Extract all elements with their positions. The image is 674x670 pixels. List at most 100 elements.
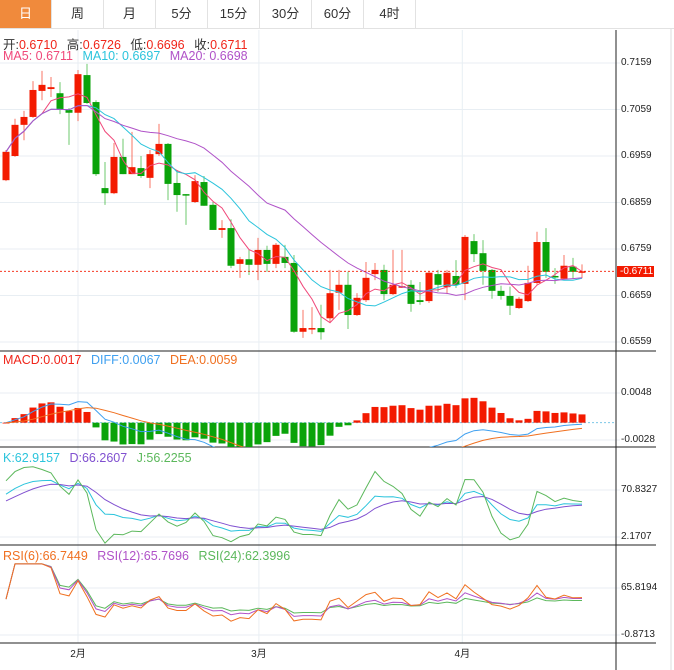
candle-body <box>254 249 262 265</box>
candle-body <box>515 298 523 309</box>
tab-60min[interactable]: 60分 <box>312 0 364 28</box>
candle-body <box>227 228 235 266</box>
j-value: J:56.2255 <box>136 451 192 465</box>
macd-bar <box>371 406 379 423</box>
price-tick-label: 0.7159 <box>621 57 652 68</box>
macd-bar <box>362 413 370 423</box>
candle-body <box>551 275 559 278</box>
tab-month[interactable]: 月 <box>104 0 156 28</box>
macd-value: MACD:0.0017 <box>3 353 82 367</box>
indicator-tick-label: 0.0048 <box>621 387 652 398</box>
macd-bar <box>470 397 478 423</box>
candle-body <box>101 188 109 194</box>
candle-body <box>380 269 388 295</box>
macd-bar <box>227 422 235 447</box>
price-tick-label: 0.6659 <box>621 289 652 301</box>
candle-body <box>137 168 145 176</box>
ma-header: MA5: 0.6711 MA10: 0.6697 MA20: 0.6698 <box>3 49 254 63</box>
j-line <box>5 466 583 544</box>
rsi-plot <box>5 563 583 622</box>
d-line <box>5 483 583 530</box>
macd-bar <box>281 422 289 434</box>
price-tick-label: 0.6959 <box>621 150 652 161</box>
macd-bar <box>272 422 280 436</box>
candles <box>2 63 586 340</box>
tab-15min[interactable]: 15分 <box>208 0 260 28</box>
price-tick-label: 0.6859 <box>621 196 652 208</box>
candle-body <box>110 156 118 194</box>
candle-body <box>218 228 226 230</box>
tab-day[interactable]: 日 <box>0 0 52 28</box>
candle-body <box>389 284 397 295</box>
macd-bar <box>182 422 190 441</box>
d-value: D:66.2607 <box>69 451 128 465</box>
candle-body <box>524 282 532 302</box>
macd-bar <box>155 422 163 435</box>
macd-bar <box>479 401 487 423</box>
candle-body <box>560 265 568 279</box>
macd-bar <box>524 418 532 423</box>
tab-week[interactable]: 周 <box>52 0 104 28</box>
macd-bar <box>488 407 496 423</box>
candle-body <box>128 167 136 175</box>
candle-body <box>173 182 181 196</box>
macd-bar <box>164 422 172 437</box>
candle-body <box>569 266 577 272</box>
macd-plot <box>0 397 616 447</box>
macd-bar <box>353 420 361 423</box>
indicator-tick-label: -0.8713 <box>621 629 655 640</box>
macd-bar <box>83 411 91 423</box>
macd-bar <box>128 422 136 445</box>
macd-bar <box>497 412 505 423</box>
macd-bar <box>20 414 28 423</box>
macd-bar <box>47 402 55 423</box>
candle-body <box>11 124 19 156</box>
rsi12-line <box>5 563 582 617</box>
macd-bar <box>101 422 109 441</box>
candle-body <box>65 109 73 113</box>
candle-body <box>245 259 253 265</box>
macd-bar <box>416 409 424 423</box>
candle-body <box>443 272 451 288</box>
macd-bar <box>461 398 469 423</box>
candle-body <box>425 272 433 302</box>
kdj-plot <box>5 466 583 544</box>
candle-body <box>29 89 37 117</box>
diff-line <box>5 401 583 447</box>
macd-bar <box>542 411 550 423</box>
macd-bar <box>569 413 577 423</box>
ma10-value: MA10: 0.6697 <box>82 49 161 63</box>
macd-bar <box>335 422 343 427</box>
candle-body <box>479 253 487 271</box>
candle-body <box>272 244 280 264</box>
ma10-line <box>5 104 583 307</box>
macd-bar <box>110 422 118 442</box>
candle-body <box>353 297 361 316</box>
k-line <box>5 479 583 532</box>
ma5-value: MA5: 0.6711 <box>3 49 73 63</box>
candle-body <box>119 156 127 175</box>
macd-bar <box>326 422 334 436</box>
candle-body <box>578 271 586 273</box>
candle-body <box>56 93 64 110</box>
macd-bar <box>29 407 37 423</box>
indicator-tick-label: 70.8327 <box>621 484 658 495</box>
candle-body <box>155 143 163 155</box>
candle-body <box>20 116 28 125</box>
macd-bar <box>380 407 388 423</box>
current-price-label: -0.6711 <box>617 265 654 277</box>
price-tick-label: 0.7059 <box>621 103 652 115</box>
macd-bar <box>263 422 271 443</box>
candle-body <box>434 274 442 285</box>
tab-30min[interactable]: 30分 <box>260 0 312 28</box>
high-value: 0.6726 <box>82 38 121 52</box>
macd-bar <box>245 422 253 447</box>
macd-bar <box>560 412 568 423</box>
price-tick-label: 0.6759 <box>621 243 652 254</box>
tab-4hour[interactable]: 4时 <box>364 0 416 28</box>
candle-body <box>281 256 289 263</box>
tab-5min[interactable]: 5分 <box>156 0 208 28</box>
candle-body <box>164 143 172 184</box>
candle-body <box>92 102 100 175</box>
